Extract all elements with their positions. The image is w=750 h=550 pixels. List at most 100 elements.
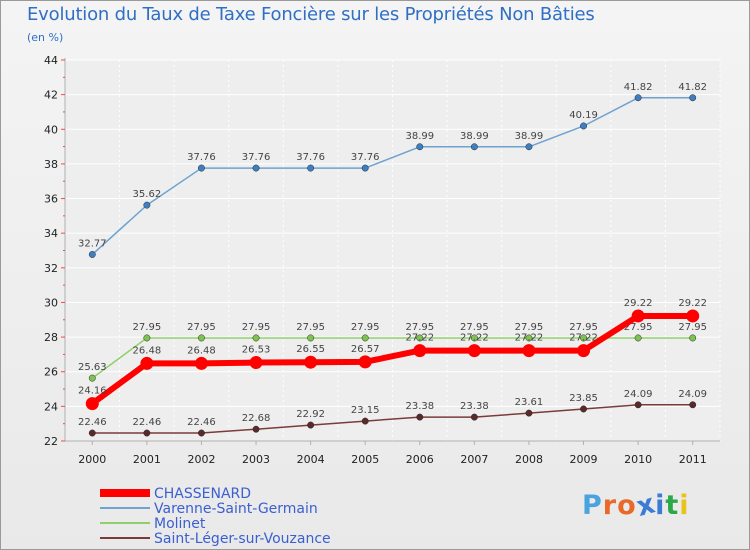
data-label: 38.99 bbox=[405, 131, 434, 142]
data-point bbox=[198, 334, 205, 342]
y-tick-label: 44 bbox=[44, 54, 58, 67]
data-point bbox=[634, 94, 642, 102]
data-label: 26.55 bbox=[296, 344, 325, 355]
data-point bbox=[689, 334, 697, 342]
data-label: 29.22 bbox=[678, 298, 707, 309]
data-point bbox=[416, 334, 424, 342]
data-point bbox=[470, 143, 478, 151]
data-point bbox=[88, 429, 96, 437]
series-saint-l-ger-sur-vouzance: 22.46 22.46 22.46 22.68 22.92 23.15 23.38 23.38… bbox=[78, 389, 707, 437]
y-tick-label: 40 bbox=[44, 123, 58, 136]
y-tick-label: 36 bbox=[44, 193, 58, 206]
data-point bbox=[416, 143, 424, 151]
data-label: 26.48 bbox=[133, 345, 162, 356]
data-label: 23.15 bbox=[351, 405, 380, 416]
legend-item: Molinet bbox=[100, 516, 206, 532]
x-tick-label: 2000 bbox=[78, 453, 106, 466]
data-label: 27.95 bbox=[187, 322, 216, 333]
data-label: 38.99 bbox=[515, 131, 544, 142]
legend-label: CHASSENARD bbox=[154, 486, 251, 502]
data-label: 23.38 bbox=[405, 401, 434, 412]
data-label: 27.95 bbox=[242, 322, 271, 333]
legend-label: Saint-Léger-sur-Vouzance bbox=[154, 531, 331, 547]
data-point bbox=[140, 356, 154, 370]
series-molinet: 25.63 27.95 27.95 27.95 27.95 27.95 27.95 27.95… bbox=[78, 322, 707, 382]
x-tick-label: 2010 bbox=[624, 453, 652, 466]
data-point bbox=[361, 417, 369, 425]
y-tick-label: 42 bbox=[44, 89, 58, 102]
data-point bbox=[577, 344, 591, 358]
data-label: 38.99 bbox=[460, 131, 489, 142]
data-label: 23.38 bbox=[460, 401, 489, 412]
y-tick-label: 26 bbox=[44, 366, 58, 379]
data-label: 22.46 bbox=[78, 417, 107, 428]
data-point bbox=[689, 401, 697, 409]
data-label: 23.85 bbox=[569, 393, 598, 404]
series-layer: 32.77 35.62 37.76 37.76 37.76 37.76 38.99 38.99… bbox=[78, 82, 707, 437]
data-point bbox=[252, 425, 260, 433]
series-varenne-saint-germain: 32.77 35.62 37.76 37.76 37.76 37.76 38.99 38.99… bbox=[78, 82, 707, 258]
data-label: 27.22 bbox=[405, 333, 434, 344]
data-point bbox=[143, 201, 151, 209]
data-point bbox=[198, 429, 205, 437]
y-tick-label: 30 bbox=[44, 296, 58, 309]
data-point bbox=[361, 164, 369, 172]
data-point bbox=[252, 164, 260, 172]
x-tick-label: 2004 bbox=[297, 453, 325, 466]
data-point bbox=[194, 356, 208, 370]
data-label: 27.95 bbox=[515, 322, 544, 333]
data-label: 27.95 bbox=[405, 322, 434, 333]
data-label: 27.95 bbox=[678, 322, 707, 333]
data-point bbox=[522, 344, 536, 358]
data-point bbox=[249, 356, 263, 370]
x-tick-label: 2005 bbox=[351, 453, 379, 466]
y-unit-label: (en %) bbox=[27, 31, 64, 44]
data-point bbox=[307, 164, 315, 172]
data-label: 27.95 bbox=[569, 322, 598, 333]
data-point bbox=[88, 251, 96, 258]
data-point bbox=[525, 334, 533, 342]
data-point bbox=[634, 401, 642, 409]
data-label: 27.95 bbox=[460, 322, 489, 333]
data-label: 37.76 bbox=[351, 152, 380, 163]
data-point bbox=[307, 421, 315, 429]
data-label: 22.92 bbox=[296, 409, 325, 420]
data-label: 37.76 bbox=[242, 152, 271, 163]
data-label: 41.82 bbox=[624, 82, 653, 93]
legend-label: Varenne-Saint-Germain bbox=[154, 501, 318, 517]
y-tick-label: 24 bbox=[44, 400, 58, 413]
data-point bbox=[358, 355, 372, 369]
data-label: 40.19 bbox=[569, 110, 598, 121]
data-point bbox=[252, 334, 260, 342]
data-point bbox=[470, 413, 478, 421]
data-label: 37.76 bbox=[187, 152, 216, 163]
series-line-chassenard bbox=[89, 312, 696, 407]
legend-item: CHASSENARD bbox=[100, 486, 251, 502]
data-point bbox=[416, 413, 424, 421]
data-label: 27.95 bbox=[296, 322, 325, 333]
legend-label: Molinet bbox=[154, 516, 206, 532]
data-label: 27.22 bbox=[515, 333, 544, 344]
y-tick-label: 34 bbox=[44, 227, 58, 240]
series-chassenard: 24.16 26.48 26.48 26.53 26.55 26.57 27.22 27.22… bbox=[78, 298, 707, 411]
data-point bbox=[413, 344, 427, 358]
data-label: 27.95 bbox=[624, 322, 653, 333]
x-tick-label: 2009 bbox=[570, 453, 598, 466]
data-point bbox=[198, 164, 205, 172]
data-point bbox=[634, 334, 642, 342]
data-point bbox=[88, 374, 96, 382]
data-point bbox=[580, 122, 587, 130]
data-point bbox=[525, 409, 533, 417]
data-point bbox=[143, 429, 151, 437]
data-label: 27.95 bbox=[351, 322, 380, 333]
x-tick-label: 2007 bbox=[460, 453, 488, 466]
data-label: 23.61 bbox=[515, 397, 544, 408]
data-label: 22.46 bbox=[133, 417, 162, 428]
data-label: 26.53 bbox=[242, 345, 271, 356]
data-label: 24.09 bbox=[678, 389, 707, 400]
data-label: 27.22 bbox=[460, 333, 489, 344]
data-label: 22.46 bbox=[187, 417, 216, 428]
data-point bbox=[580, 405, 587, 413]
data-label: 24.16 bbox=[78, 386, 107, 397]
